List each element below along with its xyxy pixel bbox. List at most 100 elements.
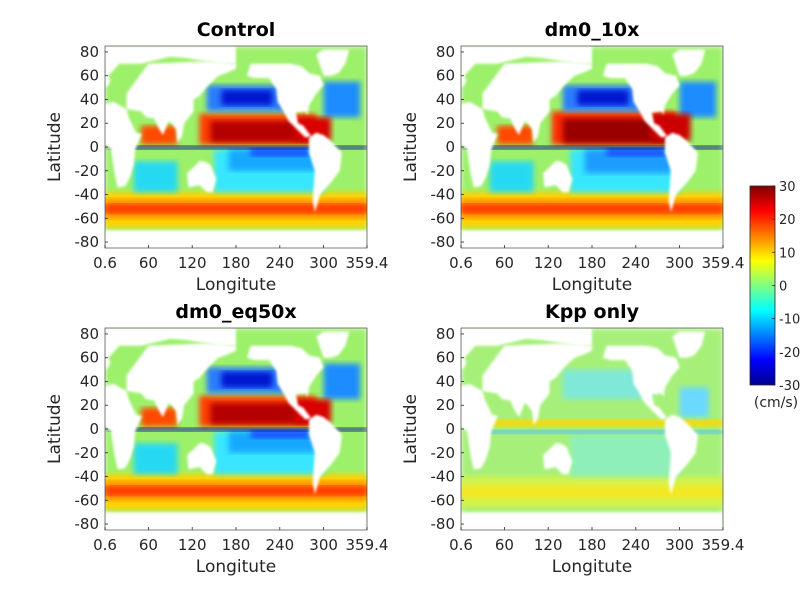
y-tick-label: 20 [436,114,455,132]
panel-dm0-eq50x: dm0_eq50x 0.6 60 120 180 240 300 359.4 80 60 40 20… [45,301,388,577]
y-tick-label: 40 [436,372,455,390]
y-tick-label: 40 [80,90,99,108]
x-tick-label: 60 [495,254,514,272]
y-tick-label: 40 [80,372,99,390]
y-tick-label: 20 [436,396,455,414]
field-band [108,427,367,432]
x-tick-label: 120 [178,254,207,272]
colorbar-tick-label: -30 [779,379,800,394]
land-mask [665,414,698,495]
colorbar-unit: (cm/s) [754,395,798,411]
land-mask [309,414,342,495]
y-tick-label: 80 [436,43,455,61]
field-band [489,161,534,193]
field-band [250,148,310,157]
land-mask [543,443,573,475]
y-tick-label: -60 [75,209,100,227]
land-mask [309,132,342,213]
x-tick-label: 240 [621,254,650,272]
land-mask [603,345,680,420]
land-mask [105,383,142,470]
map-field [461,328,723,530]
x-tick-label: 240 [265,536,294,554]
field-band [679,387,709,418]
map-field [105,46,367,248]
x-tick-label: 60 [139,254,158,272]
x-tick-label: 300 [665,254,694,272]
y-tick-label: 0 [445,138,455,156]
land-mask [187,443,217,475]
panel-title: dm0_10x [545,19,640,41]
field-band [221,371,273,388]
land-mask [461,46,592,89]
field-band [606,148,666,157]
x-axis-label: Longitute [552,275,632,295]
x-tick-label: 240 [621,536,650,554]
y-tick-label: -20 [75,162,100,180]
y-tick-label: -60 [431,491,456,509]
land-mask [672,331,706,358]
y-tick-label: 60 [80,349,99,367]
colorbar-tick-label: -20 [779,346,800,361]
panel-control: Control 0.6 60 120 180 240 300 359.4 80 60 40 20 0 -… [45,19,388,295]
field-band [250,430,310,439]
field-band [323,363,361,400]
y-tick-label: 20 [80,114,99,132]
y-tick-label: 60 [80,67,99,85]
x-tick-label: 359.4 [702,536,745,554]
panel-title: Control [197,19,276,41]
y-tick-label: 80 [436,325,455,343]
y-tick-label: -80 [431,233,456,251]
y-tick-label: -40 [431,468,456,486]
x-axis-label: Longitute [196,275,276,295]
y-tick-label: -60 [75,491,100,509]
x-tick-label: 0.6 [449,254,473,272]
field-band [475,430,723,434]
field-band [141,125,178,145]
land-mask [461,328,592,371]
panel-kpp-only: Kpp only 0.6 60 120 180 240 300 359.4 80 60 40 20 0… [401,301,744,577]
y-tick-label: 0 [89,138,99,156]
x-tick-label: 300 [309,254,338,272]
y-tick-label: 60 [436,67,455,85]
colorbar-tick-label: 0 [779,280,787,295]
y-tick-label: -80 [75,233,100,251]
field-band [570,434,680,477]
land-mask [126,61,236,144]
x-tick-label: 60 [495,536,514,554]
map-field [105,328,367,530]
y-tick-label: -60 [431,209,456,227]
y-tick-label: -20 [75,444,100,462]
land-mask [247,63,324,138]
colorbar-gradient [749,185,776,386]
y-tick-label: 0 [89,420,99,438]
field-band [108,145,367,150]
field-band [679,81,717,118]
x-axis-label: Longitute [196,557,276,577]
field-band [221,89,273,106]
x-tick-label: 180 [222,536,251,554]
y-axis-label: Latitude [401,394,421,464]
y-tick-label: 60 [436,349,455,367]
y-tick-label: -20 [431,444,456,462]
x-tick-label: 180 [578,536,607,554]
land-mask [665,132,698,213]
x-tick-label: 0.6 [93,254,117,272]
field-band [133,443,178,475]
x-tick-label: 0.6 [93,536,117,554]
y-tick-label: 80 [80,325,99,343]
y-axis-label: Latitude [401,112,421,182]
y-tick-label: 80 [80,43,99,61]
x-tick-label: 359.4 [702,254,745,272]
land-mask [105,230,367,248]
x-tick-label: 300 [665,536,694,554]
field-band [464,145,723,150]
land-mask [461,383,498,470]
panel-dm0-10x: dm0_10x 0.6 60 120 180 240 300 359.4 80 60 40 20 0 -… [401,19,744,295]
x-tick-label: 300 [309,536,338,554]
field-band [461,486,723,498]
y-tick-label: 40 [436,90,455,108]
colorbar-tick-label: 10 [779,246,796,261]
y-tick-label: 20 [80,396,99,414]
land-mask [461,512,723,530]
